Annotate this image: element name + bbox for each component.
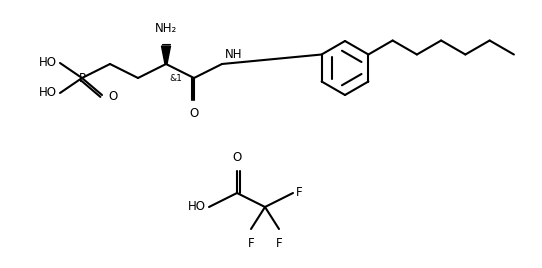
Polygon shape (162, 46, 171, 64)
Text: HO: HO (188, 200, 206, 214)
Text: O: O (108, 91, 117, 103)
Text: HO: HO (39, 57, 57, 69)
Text: O: O (189, 107, 198, 120)
Text: HO: HO (39, 87, 57, 99)
Text: O: O (233, 151, 242, 164)
Text: F: F (276, 237, 282, 250)
Text: &1: &1 (169, 74, 182, 83)
Text: F: F (296, 187, 302, 199)
Text: P: P (79, 72, 86, 84)
Text: NH: NH (225, 48, 242, 61)
Text: F: F (248, 237, 254, 250)
Text: NH₂: NH₂ (155, 22, 177, 35)
